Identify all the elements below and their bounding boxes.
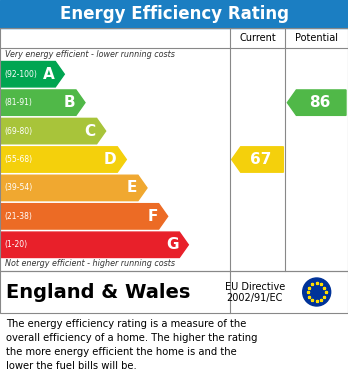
Text: overall efficiency of a home. The higher the rating: overall efficiency of a home. The higher… <box>6 333 258 343</box>
Circle shape <box>303 278 331 306</box>
Text: A: A <box>42 67 54 82</box>
Text: (21-38): (21-38) <box>4 212 32 221</box>
Polygon shape <box>0 90 85 115</box>
Polygon shape <box>0 61 64 87</box>
Text: Energy Efficiency Rating: Energy Efficiency Rating <box>60 5 288 23</box>
Polygon shape <box>0 232 188 258</box>
Bar <box>0 28 348 271</box>
Text: lower the fuel bills will be.: lower the fuel bills will be. <box>6 361 137 371</box>
Polygon shape <box>287 90 346 115</box>
Bar <box>0 0 348 28</box>
Text: C: C <box>85 124 96 138</box>
Text: Potential: Potential <box>295 33 338 43</box>
Text: 86: 86 <box>309 95 330 110</box>
Text: B: B <box>63 95 75 110</box>
Text: (55-68): (55-68) <box>4 155 32 164</box>
Polygon shape <box>0 118 106 144</box>
Text: (1-20): (1-20) <box>4 240 27 249</box>
Text: F: F <box>147 209 158 224</box>
Text: England & Wales: England & Wales <box>6 283 190 301</box>
Text: (69-80): (69-80) <box>4 127 32 136</box>
Text: EU Directive: EU Directive <box>224 282 285 292</box>
Text: E: E <box>127 180 137 196</box>
Bar <box>0 271 348 313</box>
Polygon shape <box>0 147 126 172</box>
Text: (92-100): (92-100) <box>4 70 37 79</box>
Text: (81-91): (81-91) <box>4 98 32 107</box>
Text: Very energy efficient - lower running costs: Very energy efficient - lower running co… <box>5 50 175 59</box>
Text: (39-54): (39-54) <box>4 183 32 192</box>
Text: Not energy efficient - higher running costs: Not energy efficient - higher running co… <box>5 259 175 268</box>
Text: Current: Current <box>239 33 276 43</box>
Text: the more energy efficient the home is and the: the more energy efficient the home is an… <box>6 347 237 357</box>
Text: 67: 67 <box>250 152 271 167</box>
Text: D: D <box>104 152 116 167</box>
Text: 2002/91/EC: 2002/91/EC <box>227 293 283 303</box>
Polygon shape <box>0 175 147 201</box>
Text: G: G <box>166 237 178 252</box>
Text: The energy efficiency rating is a measure of the: The energy efficiency rating is a measur… <box>6 319 246 329</box>
Polygon shape <box>232 147 283 172</box>
Polygon shape <box>0 204 168 229</box>
